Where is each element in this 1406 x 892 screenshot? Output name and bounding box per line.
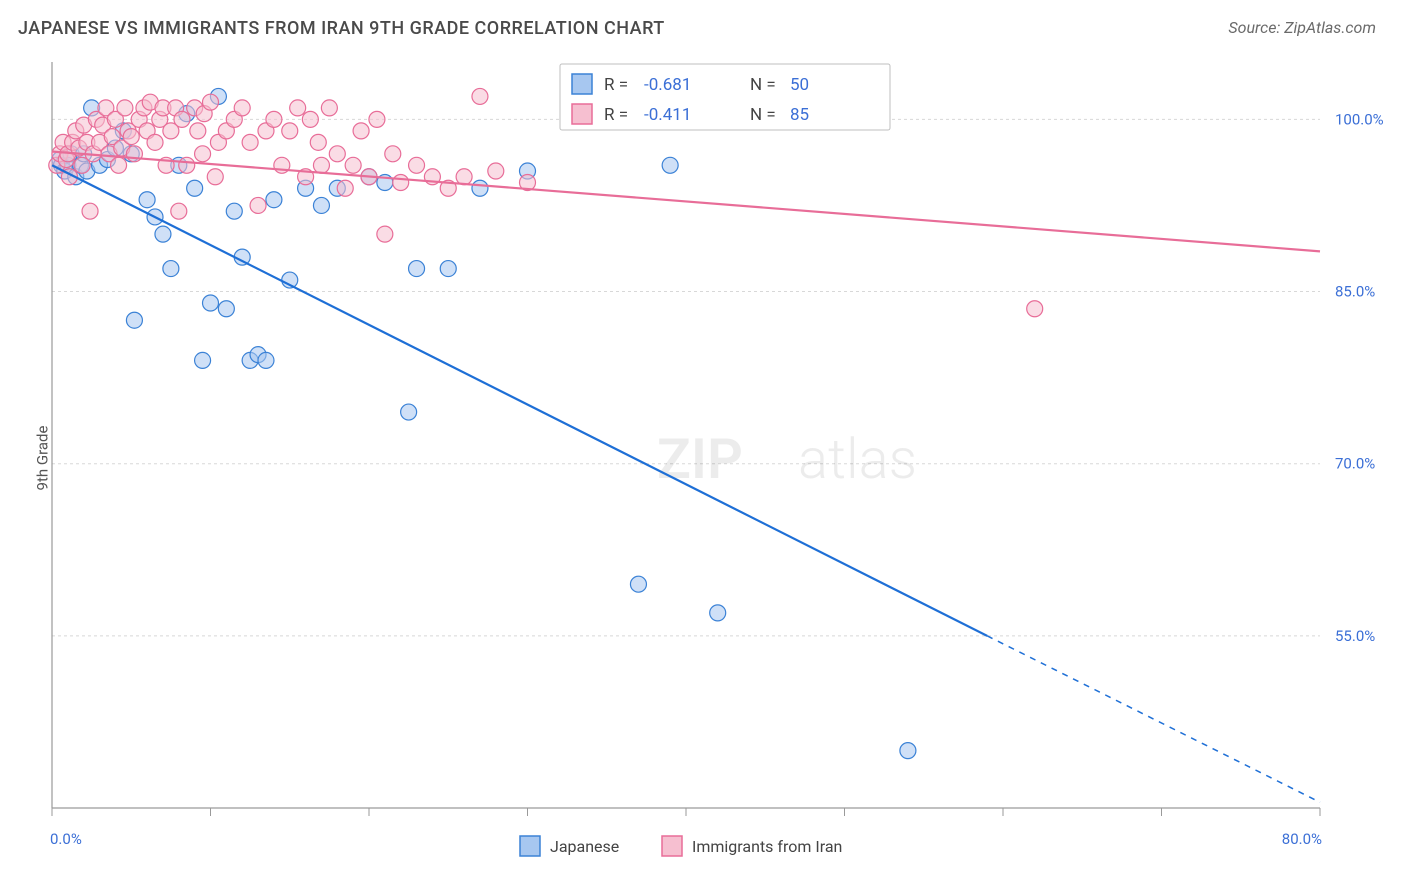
iran-point bbox=[174, 111, 190, 127]
japanese-point bbox=[139, 192, 155, 208]
legend-r-label: R = bbox=[604, 75, 628, 95]
japanese-point bbox=[472, 180, 488, 196]
japanese-point bbox=[226, 203, 242, 219]
correlation-legend: R = -0.681 N = 50 R = -0.411 N = 85 bbox=[560, 64, 890, 130]
japanese-point bbox=[409, 261, 425, 277]
japanese-point bbox=[440, 261, 456, 277]
iran-point bbox=[82, 203, 98, 219]
japanese-point bbox=[313, 197, 329, 213]
chart-svg: 55.0% 70.0% 85.0% 100.0% ZIP atlas 0.0% 80.0% R … bbox=[0, 48, 1406, 868]
iran-point bbox=[117, 100, 133, 116]
iran-point bbox=[337, 180, 353, 196]
iran-point bbox=[266, 111, 282, 127]
svg-text:atlas: atlas bbox=[798, 426, 917, 492]
series-legend-label: Japanese bbox=[550, 837, 619, 856]
y-axis-label: 9th Grade bbox=[33, 426, 51, 491]
iran-point bbox=[1027, 301, 1043, 317]
y-tick-label: 70.0% bbox=[1335, 455, 1375, 473]
japanese-point bbox=[187, 180, 203, 196]
legend-n-label: N = bbox=[750, 105, 776, 125]
y-tick-label: 55.0% bbox=[1335, 627, 1375, 645]
iran-trendline bbox=[52, 152, 1320, 252]
iran-point bbox=[393, 175, 409, 191]
iran-point bbox=[203, 94, 219, 110]
japanese-point bbox=[195, 352, 211, 368]
iran-point bbox=[488, 163, 504, 179]
iran-point bbox=[377, 226, 393, 242]
japanese-point bbox=[126, 312, 142, 328]
chart-header: JAPANESE VS IMMIGRANTS FROM IRAN 9TH GRA… bbox=[0, 0, 1406, 39]
legend-r-value: -0.681 bbox=[644, 75, 691, 95]
iran-point bbox=[190, 123, 206, 139]
iran-point bbox=[242, 134, 258, 150]
japanese-point bbox=[900, 743, 916, 759]
iran-point bbox=[369, 111, 385, 127]
japanese-point bbox=[218, 301, 234, 317]
japanese-point bbox=[163, 261, 179, 277]
iran-point bbox=[321, 100, 337, 116]
iran-point bbox=[310, 134, 326, 150]
svg-text:ZIP: ZIP bbox=[657, 426, 743, 492]
iran-point bbox=[234, 100, 250, 116]
japanese-trendline-extrapolated bbox=[987, 636, 1320, 802]
legend-n-label: N = bbox=[750, 75, 776, 95]
iran-point bbox=[345, 157, 361, 173]
iran-point bbox=[282, 123, 298, 139]
japanese-point bbox=[630, 576, 646, 592]
iran-point bbox=[207, 169, 223, 185]
iran-point bbox=[123, 129, 139, 145]
iran-point bbox=[302, 111, 318, 127]
japanese-point bbox=[155, 226, 171, 242]
chart-source: Source: ZipAtlas.com bbox=[1228, 18, 1376, 37]
y-tick-label: 85.0% bbox=[1335, 283, 1375, 301]
chart-body: 9th Grade 55.0% 70.0% 85.0% 100.0% ZIP atlas 0… bbox=[0, 48, 1406, 868]
legend-n-value: 85 bbox=[790, 105, 809, 125]
iran-point bbox=[171, 203, 187, 219]
iran-point bbox=[472, 88, 488, 104]
legend-r-label: R = bbox=[604, 105, 628, 125]
iran-point bbox=[147, 134, 163, 150]
watermark: ZIP atlas bbox=[657, 426, 917, 492]
y-tick-label: 100.0% bbox=[1335, 110, 1384, 128]
japanese-point bbox=[401, 404, 417, 420]
japanese-point bbox=[710, 605, 726, 621]
iran-point bbox=[195, 146, 211, 162]
series-legend-label: Immigrants from Iran bbox=[692, 837, 842, 856]
japanese-trendline bbox=[52, 165, 987, 636]
series-legend: Japanese Immigrants from Iran bbox=[520, 836, 842, 856]
iran-point bbox=[353, 123, 369, 139]
iran-point bbox=[179, 157, 195, 173]
japanese-point bbox=[266, 192, 282, 208]
iran-point bbox=[250, 197, 266, 213]
iran-point bbox=[329, 146, 345, 162]
x-tick-label: 80.0% bbox=[1282, 830, 1322, 848]
iran-point bbox=[409, 157, 425, 173]
iran-point bbox=[456, 169, 472, 185]
legend-n-value: 50 bbox=[790, 75, 809, 95]
legend-r-value: -0.411 bbox=[644, 105, 691, 125]
chart-title: JAPANESE VS IMMIGRANTS FROM IRAN 9TH GRA… bbox=[18, 18, 665, 39]
iran-point bbox=[313, 157, 329, 173]
japanese-point bbox=[203, 295, 219, 311]
iran-point bbox=[385, 146, 401, 162]
japanese-point bbox=[662, 157, 678, 173]
japanese-point bbox=[258, 352, 274, 368]
x-tick-label: 0.0% bbox=[50, 830, 82, 848]
chart-container: JAPANESE VS IMMIGRANTS FROM IRAN 9TH GRA… bbox=[0, 0, 1406, 892]
iran-point bbox=[290, 100, 306, 116]
iran-point bbox=[111, 157, 127, 173]
